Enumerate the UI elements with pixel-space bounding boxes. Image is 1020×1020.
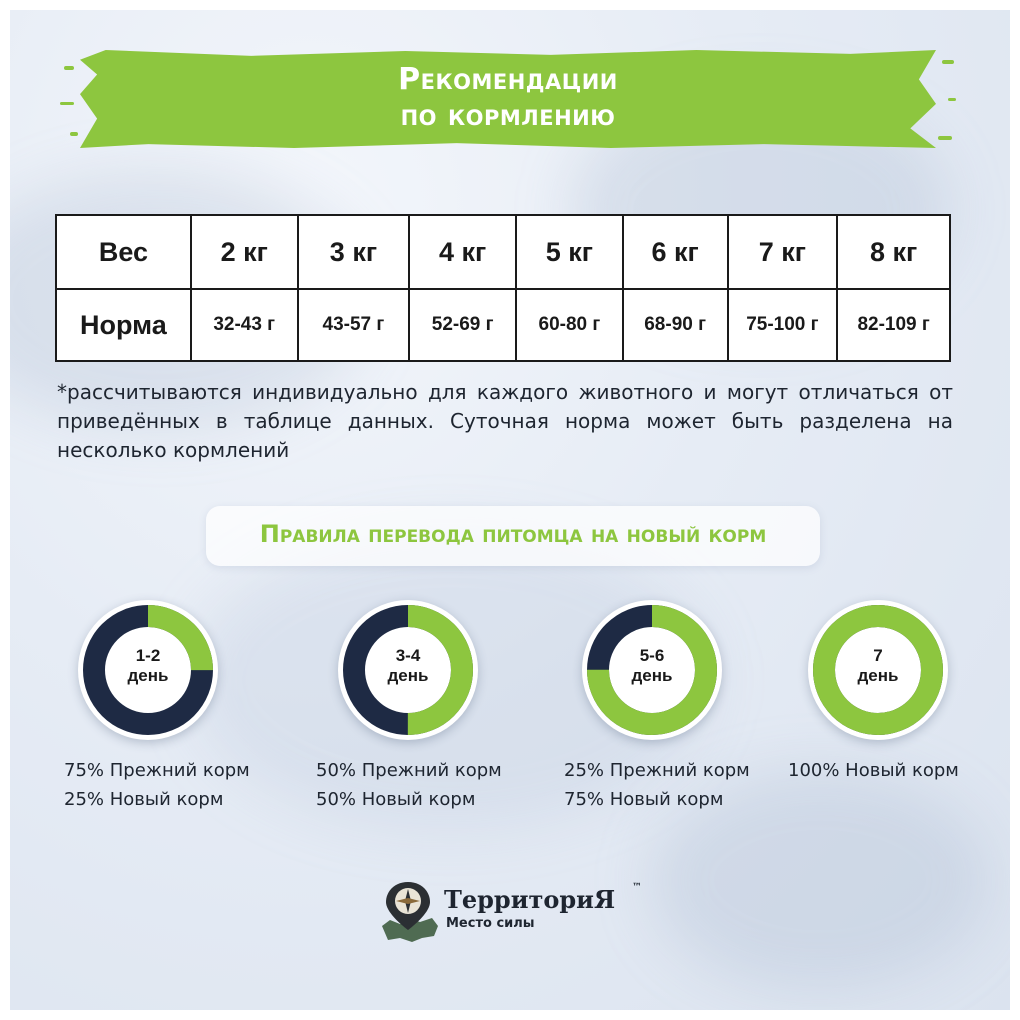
stage-3-4: 3-4 день 50% Прежний корм 50% Новый корм bbox=[312, 600, 552, 820]
weight-header-cell: Вес bbox=[55, 214, 192, 290]
stage-caption: 50% Прежний корм 50% Новый корм bbox=[316, 760, 502, 810]
stage-day-label: 3-4 день bbox=[387, 646, 429, 685]
donut-svg bbox=[587, 605, 717, 735]
infographic-card bbox=[10, 10, 1010, 1010]
header-banner: Рекомендации по кормлению bbox=[58, 40, 958, 158]
table-row-weight: Вес 2 кг 3 кг 4 кг 5 кг 6 кг 7 кг 8 кг bbox=[55, 214, 951, 290]
table-cell: 52-69 г bbox=[408, 288, 518, 362]
brand-tagline: Место силы bbox=[446, 916, 535, 931]
stage-caption: 75% Прежний корм 25% Новый корм bbox=[64, 760, 250, 810]
stage-day-label: 5-6 день bbox=[631, 646, 673, 685]
brand-name: ТерриториЯ bbox=[444, 885, 616, 914]
table-cell: 2 кг bbox=[189, 214, 299, 290]
table-cell: 60-80 г bbox=[515, 288, 624, 362]
footnote: *рассчитываются индивидуально для каждог… bbox=[57, 380, 953, 462]
table-cell: 32-43 г bbox=[189, 288, 299, 362]
ring-new-food bbox=[813, 605, 943, 735]
transition-title-pill: Правила перевода питомца на новый корм bbox=[206, 506, 820, 566]
stage-1-2: 1-2 день 75% Прежний корм 25% Новый корм bbox=[60, 600, 300, 820]
donut-svg bbox=[343, 605, 473, 735]
stage-day-label: 1-2 день bbox=[127, 646, 169, 685]
donut-svg bbox=[83, 605, 213, 735]
stage-7: 7 день 100% Новый корм bbox=[786, 600, 1020, 820]
table-cell: 5 кг bbox=[515, 214, 624, 290]
brand-logo: ТерриториЯ ™ Место силы bbox=[378, 878, 648, 948]
table-cell: 82-109 г bbox=[836, 288, 951, 362]
donut-svg bbox=[813, 605, 943, 735]
feeding-table: Вес 2 кг 3 кг 4 кг 5 кг 6 кг 7 кг 8 кг Н… bbox=[55, 214, 951, 362]
stage-5-6: 5-6 день 25% Прежний корм 75% Новый корм bbox=[560, 600, 800, 820]
table-cell: 7 кг bbox=[726, 214, 839, 290]
ring-new-food bbox=[587, 605, 717, 735]
table-row-norm: Норма 32-43 г 43-57 г 52-69 г 60-80 г 68… bbox=[55, 288, 951, 362]
table-cell: 8 кг bbox=[836, 214, 951, 290]
table-cell: 43-57 г bbox=[296, 288, 411, 362]
page-title: Рекомендации по кормлению bbox=[398, 62, 618, 133]
ring-new-food bbox=[83, 605, 213, 735]
donut-chart: 5-6 день bbox=[582, 600, 722, 740]
table-cell: 3 кг bbox=[296, 214, 411, 290]
donut-chart: 3-4 день bbox=[338, 600, 478, 740]
stage-caption: 25% Прежний корм 75% Новый корм bbox=[564, 760, 750, 810]
table-cell: 75-100 г bbox=[726, 288, 839, 362]
table-cell: 4 кг bbox=[408, 214, 518, 290]
table-cell: 6 кг bbox=[621, 214, 729, 290]
stage-day-label: 7 день bbox=[857, 646, 899, 685]
trademark-sign: ™ bbox=[632, 882, 642, 893]
stage-caption: 100% Новый корм bbox=[788, 760, 959, 781]
brush-stroke-background bbox=[80, 50, 936, 148]
donut-chart: 1-2 день bbox=[78, 600, 218, 740]
ring-new-food bbox=[343, 605, 473, 735]
compass-map-icon bbox=[382, 882, 438, 942]
donut-chart: 7 день bbox=[808, 600, 948, 740]
section-title: Правила перевода питомца на новый корм bbox=[259, 520, 767, 548]
norm-header-cell: Норма bbox=[55, 288, 192, 362]
table-cell: 68-90 г bbox=[621, 288, 729, 362]
